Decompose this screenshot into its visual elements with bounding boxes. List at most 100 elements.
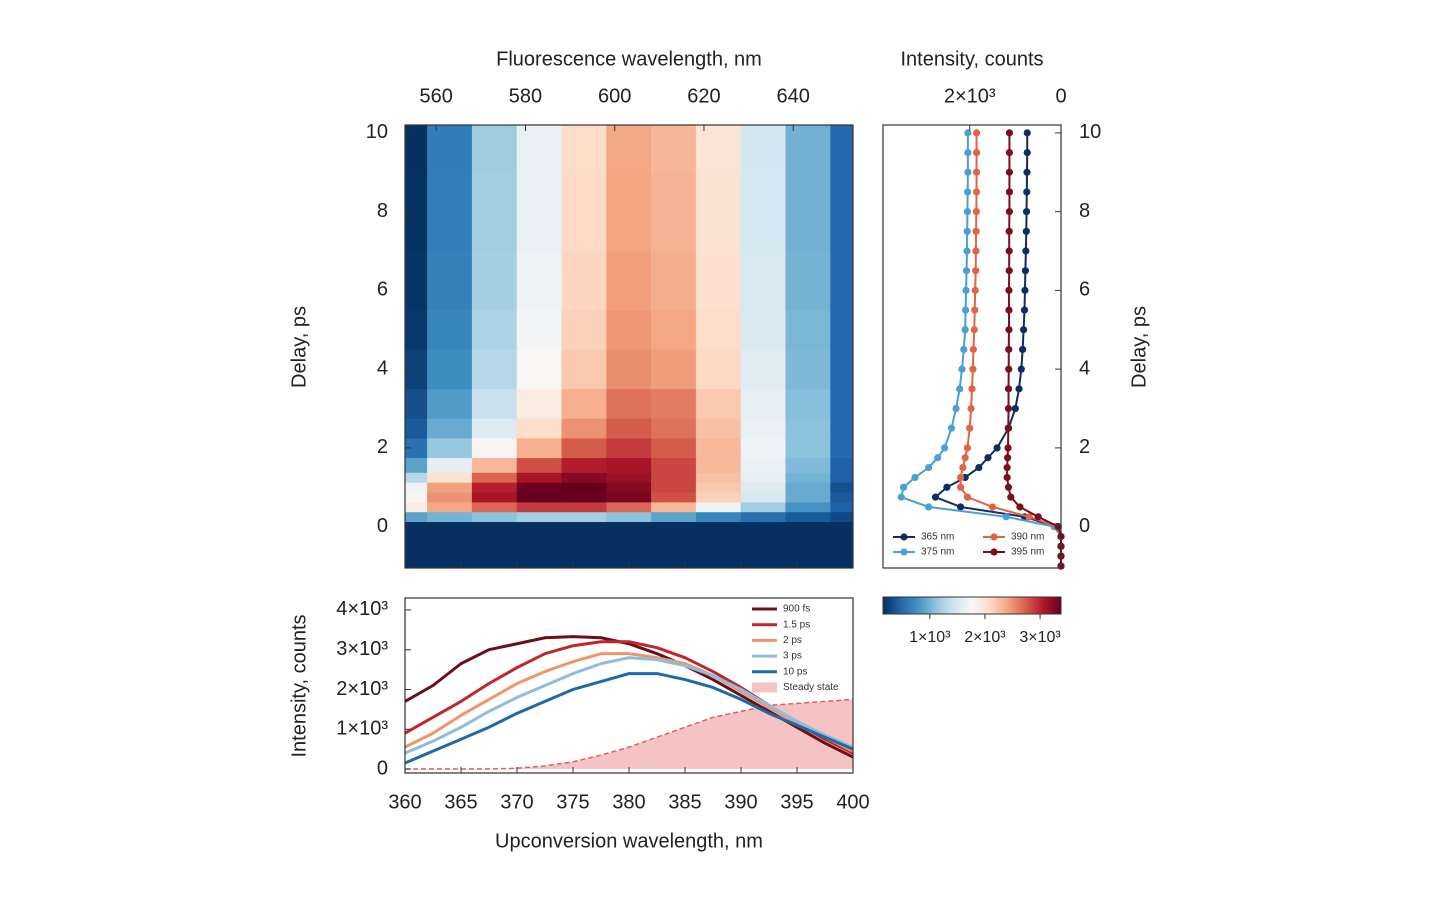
heatmap-cell	[606, 472, 652, 483]
heatmap-cell	[740, 472, 787, 483]
point	[1023, 188, 1031, 196]
heatmap-cell	[740, 482, 787, 493]
point	[1017, 365, 1025, 373]
heatmap-cell	[695, 388, 742, 419]
heatmap-cell	[427, 171, 473, 252]
point	[1005, 208, 1014, 216]
point	[1005, 345, 1013, 354]
heatmap-cell	[606, 124, 652, 173]
point	[963, 208, 972, 216]
heatmap-cell	[561, 437, 607, 459]
heatmap-cell	[516, 171, 563, 252]
heatmap-cell	[785, 511, 831, 523]
heatmap-cell	[740, 501, 787, 513]
heatmap-cell	[427, 511, 473, 523]
heatmap-cell	[785, 501, 831, 513]
heatmap-cell	[785, 472, 831, 483]
heatmap-cell	[427, 124, 473, 173]
heatmap-cell	[606, 457, 652, 473]
x-tick-label: 390	[724, 791, 757, 813]
heatmap-cell	[606, 491, 652, 503]
y-tick-label: 0	[377, 757, 388, 779]
heatmap-cell	[695, 457, 742, 473]
heatmap-cell	[785, 550, 831, 569]
y-tick-label: 4	[1079, 357, 1090, 379]
heatmap-cell	[830, 250, 854, 311]
legend-swatch	[900, 548, 908, 556]
heatmap-cell	[606, 250, 652, 311]
heatmap-cell	[471, 501, 518, 513]
heatmap-cell	[404, 501, 428, 513]
heatmap-cell	[651, 531, 697, 552]
y-axis-label: Intensity, counts	[288, 614, 310, 757]
heatmap-cell	[830, 437, 854, 459]
y-tick-label: 8	[1079, 200, 1090, 222]
heatmap-cell	[695, 531, 742, 552]
legend-label: Steady state	[783, 682, 839, 693]
point	[968, 385, 976, 393]
point	[1023, 168, 1031, 176]
y-axis-label: Delay, ps	[1128, 306, 1150, 388]
heatmap-cell	[516, 437, 563, 459]
heatmap-cell	[830, 511, 854, 523]
heatmap-cell	[740, 250, 787, 311]
heatmap-cell	[404, 457, 428, 473]
point	[1015, 385, 1023, 393]
point	[947, 424, 956, 432]
point	[969, 365, 977, 373]
heatmap-cell	[785, 437, 831, 459]
heatmap-cell	[830, 491, 854, 503]
legend-swatch	[990, 548, 998, 556]
heatmap-cell	[606, 501, 652, 513]
point	[956, 503, 965, 511]
point	[1022, 247, 1030, 255]
heatmap-cell	[740, 388, 787, 419]
legend-label: 900 fs	[783, 604, 810, 615]
heatmap-cell	[740, 309, 787, 350]
point	[1003, 463, 1011, 472]
point	[1005, 267, 1013, 275]
colorbar-tick-label: 3×10³	[1019, 629, 1061, 646]
heatmap-cell	[785, 521, 831, 532]
heatmap-cell	[561, 550, 607, 569]
heatmap-cell	[561, 531, 607, 552]
heatmap-cell	[427, 437, 473, 459]
point	[899, 483, 908, 491]
heatmap-cell	[606, 482, 652, 493]
heatmap-cell	[516, 511, 563, 523]
heatmap-cell	[427, 501, 473, 513]
heatmap-cell	[471, 472, 518, 483]
legend-label: 3 ps	[783, 651, 802, 662]
point	[963, 493, 972, 501]
heatmap-cell	[606, 349, 652, 390]
heatmap-cell	[561, 418, 607, 439]
heatmap-cell	[695, 472, 742, 483]
point	[972, 168, 981, 176]
point	[1002, 513, 1010, 521]
point	[1004, 483, 1013, 491]
point	[972, 227, 980, 235]
x-tick-label: 370	[500, 791, 533, 813]
point	[1019, 345, 1027, 354]
point	[1005, 188, 1014, 196]
point	[941, 444, 949, 452]
heatmap-cell	[785, 482, 831, 493]
heatmap-cell	[651, 550, 697, 569]
point	[934, 454, 942, 462]
heatmap-cell	[516, 349, 563, 390]
top-tick-label: 600	[598, 85, 631, 107]
heatmap-cell	[404, 531, 428, 552]
legend-swatch	[752, 682, 777, 693]
heatmap-cell	[516, 521, 563, 532]
heatmap-cell	[785, 349, 831, 390]
heatmap-cell	[785, 124, 831, 173]
heatmap-cell	[561, 250, 607, 311]
legend-label: 1.5 ps	[783, 619, 810, 630]
heatmap-cell	[561, 521, 607, 532]
heatmap-cell	[561, 457, 607, 473]
point	[975, 463, 983, 472]
heatmap-cell	[740, 521, 787, 532]
heatmap-cell	[830, 501, 854, 513]
